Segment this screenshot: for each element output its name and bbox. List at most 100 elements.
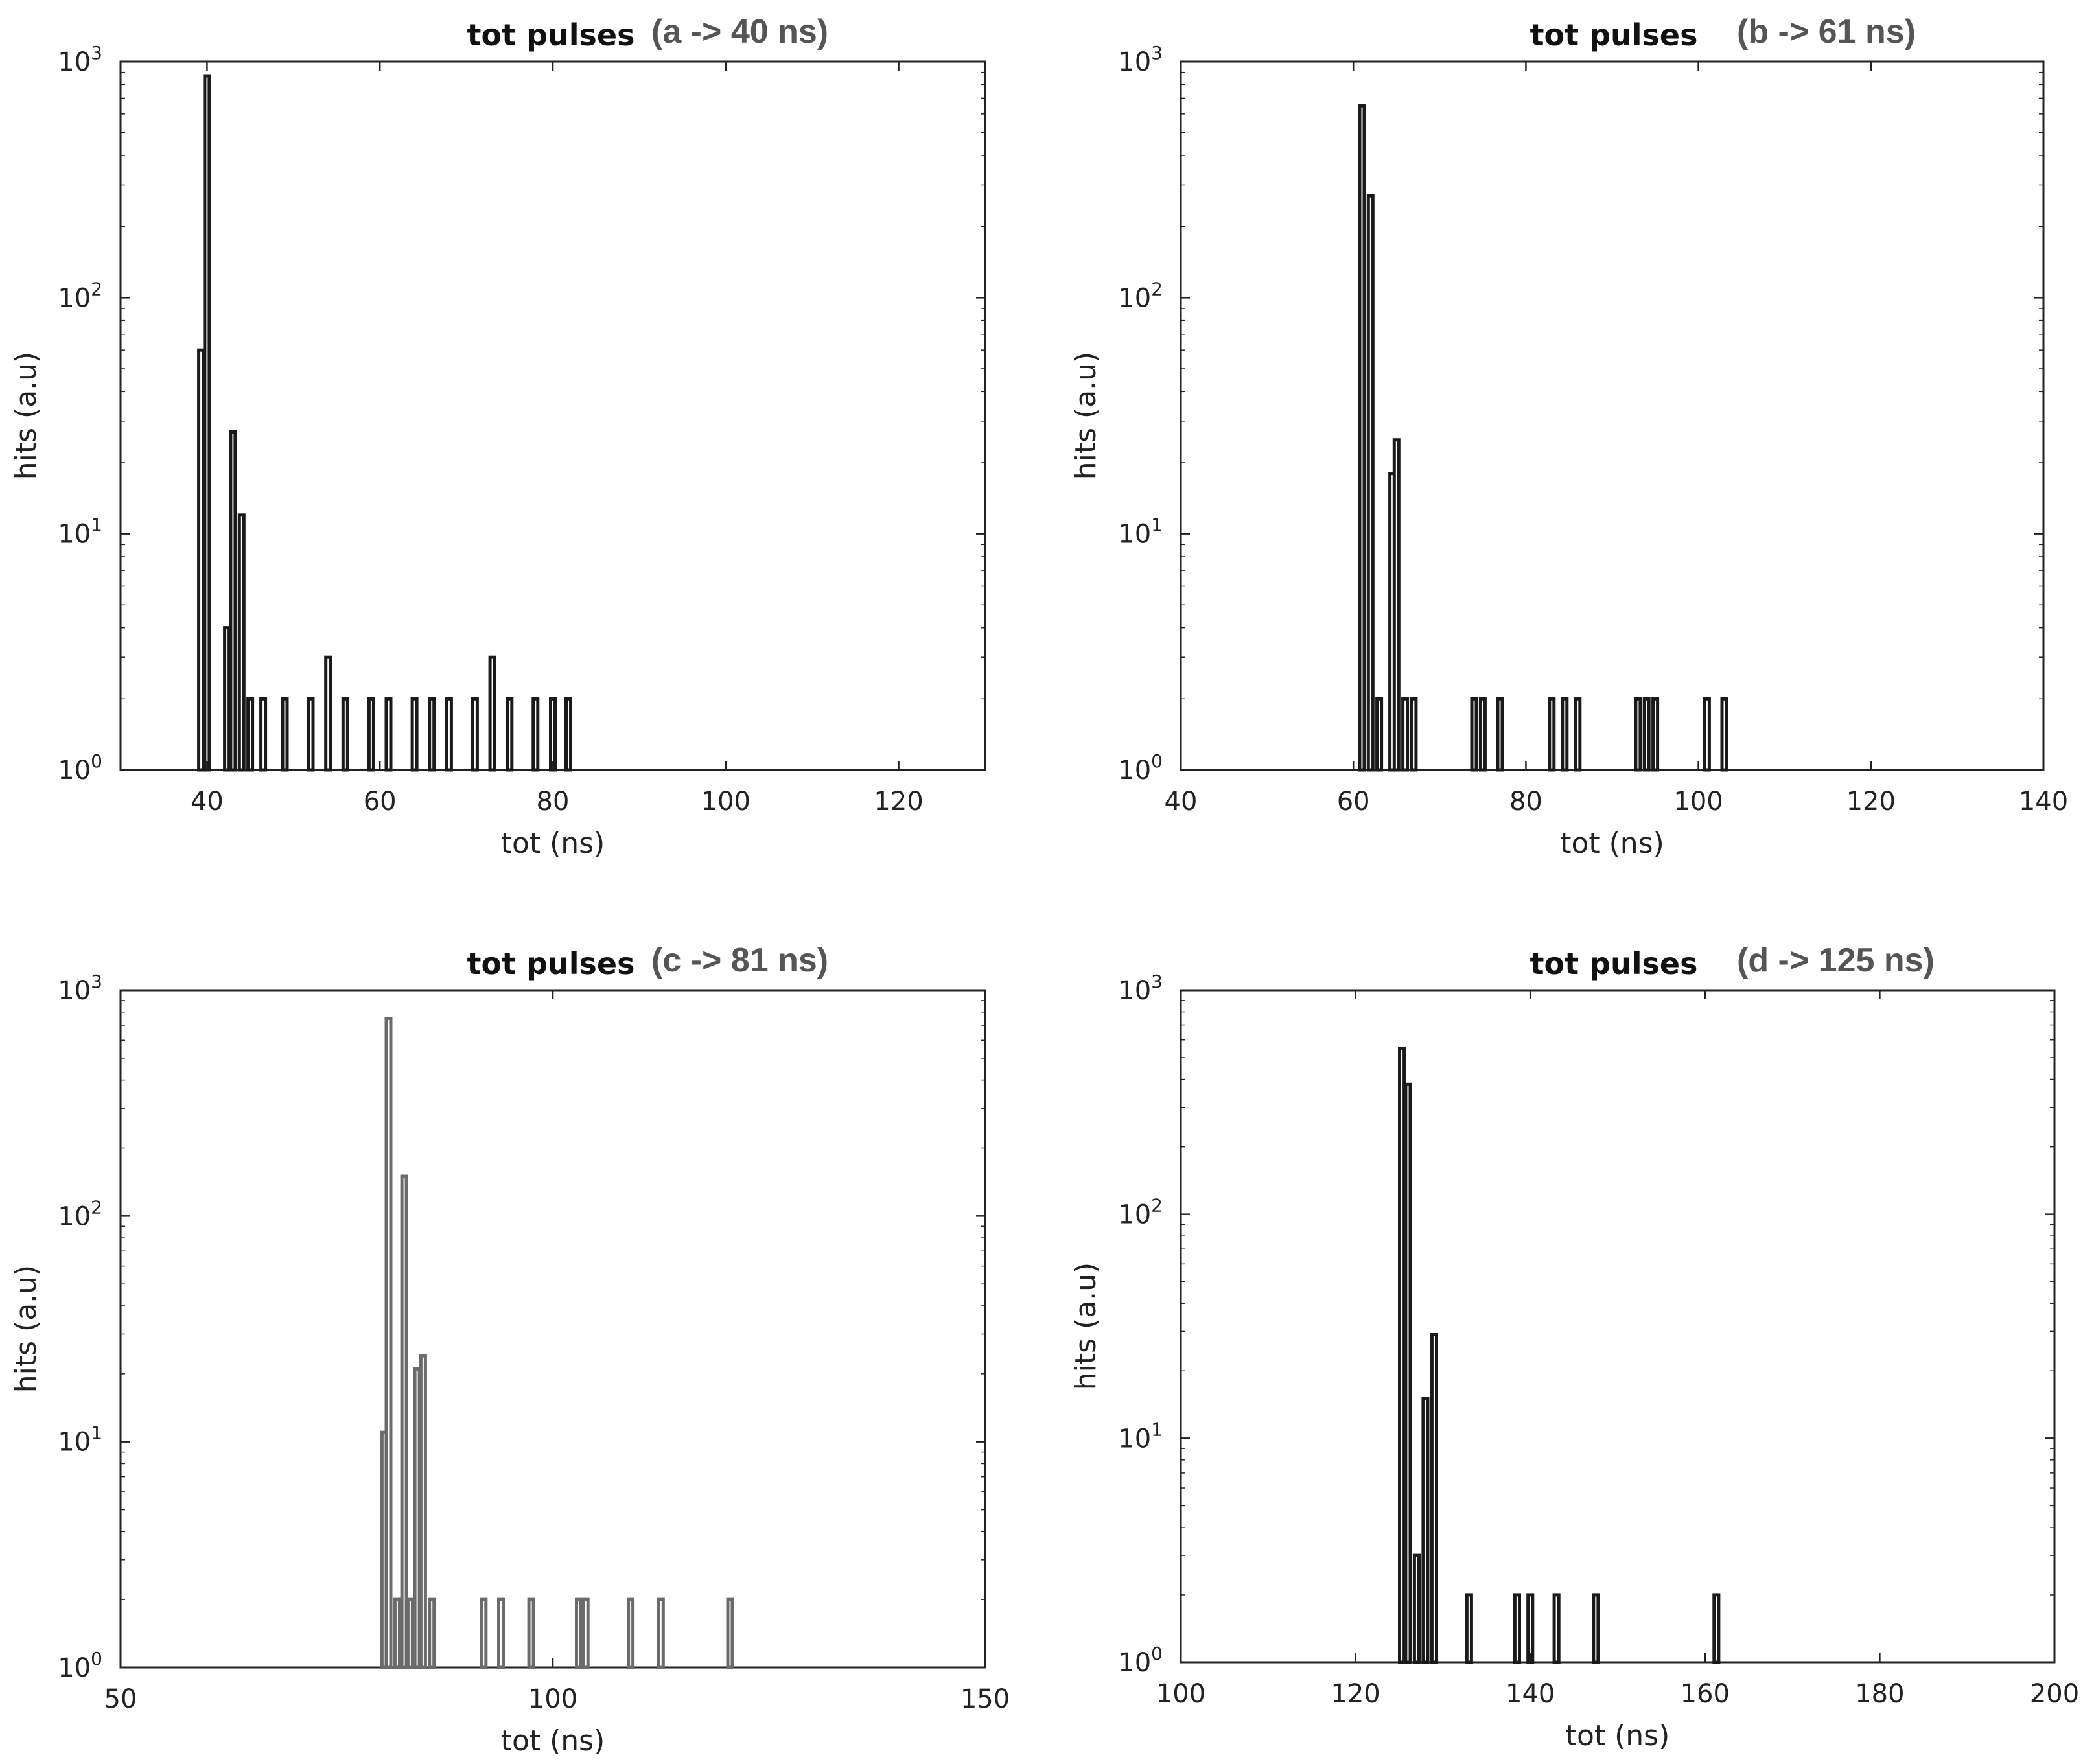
chart-panel-2: 40 60 80 100 120 140 100 101 102 103 tot (ns) hits … [1069, 13, 2068, 860]
histogram-bar [657, 1597, 665, 1669]
x-tick-label: 100 [1156, 1679, 1205, 1709]
x-tick-label: 200 [2030, 1679, 2079, 1709]
histogram-bar [1478, 697, 1487, 772]
chart-title: tot pulses [1530, 946, 1698, 981]
histogram-bar [1398, 1047, 1406, 1664]
histogram-bar [307, 697, 315, 772]
histogram-bar [413, 1367, 421, 1669]
histogram-bar [1366, 194, 1375, 772]
histogram-bar [1634, 697, 1642, 772]
plot-frame [1180, 60, 2045, 771]
x-tick-label: 100 [701, 787, 750, 817]
histogram-bar [1548, 697, 1556, 772]
histogram-bar [1470, 697, 1478, 772]
y-tick-label: 101 [58, 515, 102, 550]
x-tick-label: 100 [1673, 787, 1723, 817]
y-tick-label: 103 [1118, 42, 1163, 77]
x-axis-label: tot (ns) [1566, 1719, 1670, 1752]
y-axis-label: hits (a.u) [10, 1265, 43, 1393]
histogram-bar [1526, 1593, 1535, 1664]
histogram-bar [1404, 1082, 1412, 1664]
histogram-bar [1421, 1397, 1430, 1664]
histogram-bar [488, 655, 496, 772]
x-tick-label: 160 [1681, 1679, 1730, 1709]
histogram-bar [564, 697, 572, 772]
y-tick-label: 102 [1118, 278, 1163, 313]
histogram-bar [1392, 438, 1401, 772]
x-tick-label: 120 [1331, 1679, 1380, 1709]
chart-subtitle: (b -> 61 ns) [1737, 13, 1916, 51]
histogram-bar [259, 697, 268, 772]
y-tick-label: 103 [58, 971, 102, 1006]
histogram-bar [400, 1174, 408, 1669]
histogram-bar [246, 697, 255, 772]
chart-title: tot pulses [1530, 17, 1698, 52]
x-tick-label: 120 [1846, 787, 1896, 817]
y-tick-label: 100 [58, 1648, 102, 1683]
x-tick-label: 80 [1509, 787, 1542, 817]
x-tick-label: 60 [1337, 787, 1370, 817]
x-tick-label: 40 [191, 787, 224, 817]
y-tick-label: 100 [1118, 1643, 1163, 1678]
plot-frame [1180, 989, 2056, 1664]
histogram-bar [1642, 697, 1651, 772]
x-tick-label: 140 [2019, 787, 2068, 817]
y-tick-label: 102 [58, 1196, 102, 1231]
histogram-bar [581, 1597, 590, 1669]
x-axis-label: tot (ns) [501, 827, 605, 860]
histogram-bar [384, 697, 393, 772]
x-tick-label: 150 [960, 1684, 1010, 1714]
chart-panel-1: 40 60 80 100 120 100 101 102 103 tot (ns) hits (a.… [10, 13, 986, 860]
chart-title: tot pulses [467, 17, 635, 52]
chart-subtitle: (a -> 40 ns) [651, 13, 828, 51]
histogram-bar [527, 1597, 535, 1669]
x-tick-label: 180 [1855, 1679, 1904, 1709]
histogram-bar [627, 1597, 635, 1669]
histogram-bar [471, 697, 479, 772]
x-axis-label: tot (ns) [501, 1724, 605, 1758]
y-tick-label: 102 [58, 278, 102, 313]
histogram-bar [281, 697, 289, 772]
y-tick-label: 103 [58, 42, 102, 77]
histogram-bar [367, 697, 375, 772]
y-tick-label: 103 [1118, 971, 1163, 1006]
x-tick-label: 80 [537, 787, 570, 817]
histogram-bar [1410, 697, 1418, 772]
histogram-bar [393, 1597, 401, 1669]
histogram-bar [419, 1354, 427, 1669]
y-tick-label: 100 [1118, 750, 1163, 785]
histogram-bar [1720, 697, 1728, 772]
histogram-bar [324, 655, 332, 772]
chart-panel-4: 100 120 140 160 180 200 100 101 102 103 tot (ns) hi… [1069, 942, 2079, 1752]
histogram-bar [1552, 1593, 1561, 1664]
histogram-bar [531, 697, 540, 772]
histogram-bar [1401, 697, 1410, 772]
histogram-bar [480, 1597, 488, 1669]
histogram-bar [1712, 1593, 1721, 1664]
histogram-bar [445, 697, 453, 772]
y-tick-label: 100 [58, 750, 102, 785]
histogram-bar [223, 626, 231, 772]
histogram-bar [726, 1597, 734, 1669]
plot-frame [119, 989, 986, 1669]
histogram-bar [197, 348, 205, 772]
plot-frame [119, 60, 986, 771]
chart-subtitle: (d -> 125 ns) [1737, 942, 1935, 979]
histogram-bar [1496, 697, 1504, 772]
histogram-bar [506, 697, 514, 772]
histogram-bar [384, 1017, 393, 1669]
histogram-bar [1574, 697, 1582, 772]
x-tick-label: 60 [364, 787, 397, 817]
x-tick-label: 100 [528, 1684, 577, 1714]
histogram-bar [1513, 1593, 1521, 1664]
histogram-bar [1651, 697, 1660, 772]
histogram-bar [1703, 697, 1711, 772]
histogram-bar [237, 513, 246, 772]
x-axis-label: tot (ns) [1560, 827, 1664, 860]
y-axis-label: hits (a.u) [10, 352, 43, 480]
x-tick-label: 50 [104, 1684, 137, 1714]
y-axis-label: hits (a.u) [1069, 352, 1102, 480]
histogram-bar [549, 697, 557, 772]
